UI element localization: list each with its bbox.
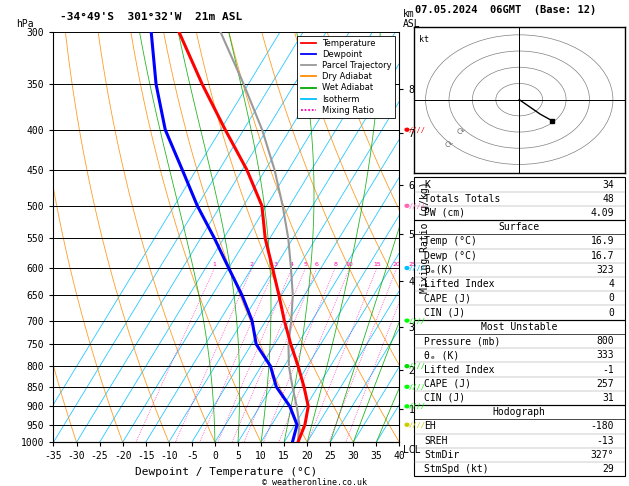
Text: 15: 15 xyxy=(373,262,381,267)
Text: Totals Totals: Totals Totals xyxy=(425,194,501,204)
Text: kt: kt xyxy=(418,35,428,44)
Text: 16.9: 16.9 xyxy=(591,236,614,246)
Text: Hodograph: Hodograph xyxy=(493,407,546,417)
Bar xyxy=(414,320,625,405)
Text: PW (cm): PW (cm) xyxy=(425,208,465,218)
Text: EH: EH xyxy=(425,421,436,432)
Text: 3: 3 xyxy=(273,262,277,267)
Text: StmDir: StmDir xyxy=(425,450,460,460)
Text: 0: 0 xyxy=(608,308,614,318)
Text: ⟳: ⟳ xyxy=(445,140,453,150)
Text: © weatheronline.co.uk: © weatheronline.co.uk xyxy=(262,478,367,486)
Legend: Temperature, Dewpoint, Parcel Trajectory, Dry Adiabat, Wet Adiabat, Isotherm, Mi: Temperature, Dewpoint, Parcel Trajectory… xyxy=(298,36,395,118)
Text: SREH: SREH xyxy=(425,435,448,446)
Text: Temp (°C): Temp (°C) xyxy=(425,236,477,246)
Text: 6: 6 xyxy=(315,262,319,267)
Text: -13: -13 xyxy=(596,435,614,446)
Text: 257: 257 xyxy=(596,379,614,389)
Text: ////: //// xyxy=(409,422,426,428)
Text: 4: 4 xyxy=(608,279,614,289)
Text: ////: //// xyxy=(409,265,426,271)
Text: -1: -1 xyxy=(603,364,614,375)
Text: ⟳: ⟳ xyxy=(457,127,465,137)
Text: K: K xyxy=(425,179,430,190)
Text: Most Unstable: Most Unstable xyxy=(481,322,557,332)
Text: CAPE (J): CAPE (J) xyxy=(425,379,471,389)
Text: km
ASL: km ASL xyxy=(403,9,420,29)
Text: 20: 20 xyxy=(393,262,401,267)
Text: 1: 1 xyxy=(213,262,216,267)
Text: 48: 48 xyxy=(603,194,614,204)
Text: CIN (J): CIN (J) xyxy=(425,393,465,403)
Text: CAPE (J): CAPE (J) xyxy=(425,294,471,303)
Text: 16.7: 16.7 xyxy=(591,251,614,260)
Text: θₑ(K): θₑ(K) xyxy=(425,265,454,275)
Text: CIN (J): CIN (J) xyxy=(425,308,465,318)
Text: 4: 4 xyxy=(290,262,294,267)
Text: ////: //// xyxy=(409,127,426,133)
Text: 8: 8 xyxy=(333,262,337,267)
Text: StmSpd (kt): StmSpd (kt) xyxy=(425,464,489,474)
Text: -34°49'S  301°32'W  21m ASL: -34°49'S 301°32'W 21m ASL xyxy=(60,12,242,22)
Text: 29: 29 xyxy=(603,464,614,474)
Text: 34: 34 xyxy=(603,179,614,190)
X-axis label: Dewpoint / Temperature (°C): Dewpoint / Temperature (°C) xyxy=(135,467,318,477)
Text: ////: //// xyxy=(409,384,426,390)
Text: -180: -180 xyxy=(591,421,614,432)
Text: Dewp (°C): Dewp (°C) xyxy=(425,251,477,260)
Text: ////: //// xyxy=(409,363,426,369)
Text: ////: //// xyxy=(409,317,426,324)
Text: 5: 5 xyxy=(304,262,308,267)
Text: Pressure (mb): Pressure (mb) xyxy=(425,336,501,346)
Text: θₑ (K): θₑ (K) xyxy=(425,350,460,360)
Text: 4.09: 4.09 xyxy=(591,208,614,218)
Text: 0: 0 xyxy=(608,294,614,303)
Text: Surface: Surface xyxy=(499,222,540,232)
Text: ////: //// xyxy=(409,203,426,209)
Text: 800: 800 xyxy=(596,336,614,346)
Text: 07.05.2024  06GMT  (Base: 12): 07.05.2024 06GMT (Base: 12) xyxy=(415,4,596,15)
Text: 31: 31 xyxy=(603,393,614,403)
Text: ////: //// xyxy=(409,403,426,409)
Bar xyxy=(414,405,625,476)
Text: 333: 333 xyxy=(596,350,614,360)
Text: 2: 2 xyxy=(250,262,254,267)
Text: Mixing Ratio (g/kg): Mixing Ratio (g/kg) xyxy=(420,181,430,293)
Bar xyxy=(414,177,625,220)
Text: LCL: LCL xyxy=(403,445,420,455)
Text: Lifted Index: Lifted Index xyxy=(425,364,495,375)
Text: Lifted Index: Lifted Index xyxy=(425,279,495,289)
Text: 327°: 327° xyxy=(591,450,614,460)
Bar xyxy=(414,220,625,320)
Text: 10: 10 xyxy=(346,262,353,267)
Text: hPa: hPa xyxy=(16,19,33,29)
Text: 323: 323 xyxy=(596,265,614,275)
Text: 25: 25 xyxy=(409,262,416,267)
